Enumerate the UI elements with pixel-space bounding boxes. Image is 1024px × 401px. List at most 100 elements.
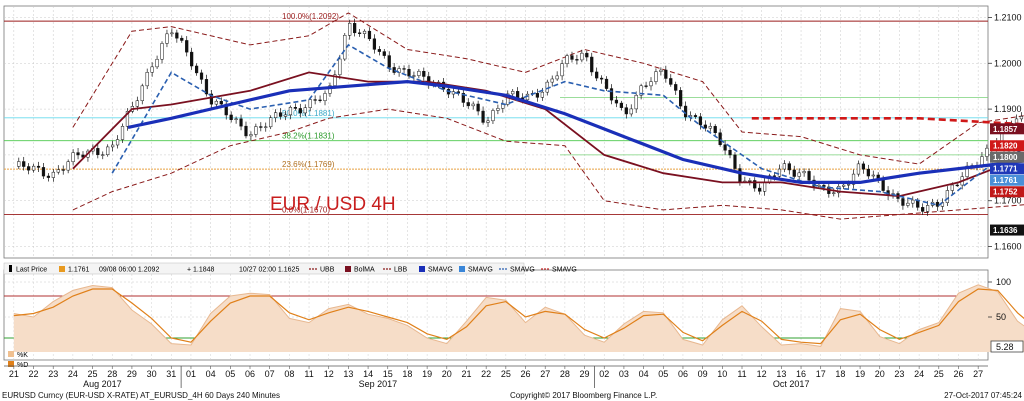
candle-body bbox=[466, 102, 470, 107]
candle-body bbox=[274, 112, 278, 118]
legend-label: Last Price bbox=[16, 267, 47, 274]
bollinger-upper-line bbox=[72, 12, 1024, 165]
legend-label: 09/08 06:00 1.2092 bbox=[99, 267, 159, 274]
candle-body bbox=[871, 174, 875, 177]
x-tick-label: 21 bbox=[9, 369, 19, 379]
price-badge-bg bbox=[990, 140, 1024, 152]
candle-body bbox=[723, 144, 727, 151]
footer: EURUSD Curncy (EUR-USD X-RATE) AT_EURUSD… bbox=[2, 391, 1023, 400]
candle-body bbox=[160, 43, 164, 60]
x-tick-label: 27 bbox=[973, 369, 983, 379]
candle-body bbox=[807, 171, 811, 181]
candle-body bbox=[718, 132, 722, 145]
candle-body bbox=[787, 163, 791, 171]
legend-label: 10/27 02:00 1.1625 bbox=[239, 267, 299, 274]
sma-blue-line bbox=[127, 79, 1024, 184]
candle-body bbox=[856, 163, 861, 175]
candle-body bbox=[861, 163, 866, 170]
x-tick-label: 11 bbox=[304, 369, 313, 379]
candle-body bbox=[145, 72, 149, 87]
y-tick-label: 1.1700 bbox=[994, 196, 1022, 206]
candle-body bbox=[254, 126, 258, 135]
candle-body bbox=[906, 202, 910, 206]
candle-body bbox=[639, 85, 643, 96]
candle-body bbox=[239, 118, 243, 127]
candle-body bbox=[664, 69, 668, 79]
candle-body bbox=[802, 171, 806, 174]
x-tick-label: 25 bbox=[88, 369, 98, 379]
candle-body bbox=[288, 107, 293, 116]
candle-body bbox=[950, 184, 954, 191]
candle-body bbox=[313, 99, 317, 101]
price-panel-frame bbox=[3, 5, 989, 259]
candle-body bbox=[782, 163, 786, 170]
candle-body bbox=[96, 148, 100, 156]
price-badge: 1.1857 bbox=[990, 123, 1024, 135]
candle-body bbox=[120, 126, 125, 140]
fib-label: 23.6%(1.1769) bbox=[282, 160, 335, 169]
candle-body bbox=[101, 154, 105, 156]
candle-body bbox=[619, 102, 623, 108]
candle-body bbox=[303, 107, 307, 114]
candle-body bbox=[654, 71, 658, 82]
candle-body bbox=[758, 187, 762, 192]
candle-body bbox=[600, 77, 604, 80]
sma-red-dashed-line bbox=[751, 117, 1024, 126]
candle-body bbox=[842, 184, 846, 187]
candle-body bbox=[634, 94, 638, 110]
x-tick-label: 03 bbox=[619, 369, 629, 379]
x-tick-label: 29 bbox=[127, 369, 137, 379]
candle-body bbox=[792, 169, 796, 177]
footer-right: 27-Oct-2017 07:45:24 bbox=[944, 391, 1022, 400]
x-tick-label: 30 bbox=[147, 369, 157, 379]
y-tick-label: 1.2100 bbox=[994, 12, 1022, 22]
candle-body bbox=[76, 152, 80, 156]
candle-body bbox=[155, 58, 159, 68]
candle-body bbox=[797, 172, 801, 177]
x-tick-label: 18 bbox=[835, 369, 845, 379]
legend-label: LBB bbox=[394, 267, 408, 274]
x-tick-label: 06 bbox=[245, 369, 255, 379]
x-tick-label: 26 bbox=[953, 369, 963, 379]
candle-body bbox=[31, 165, 36, 171]
legend-swatch bbox=[345, 266, 351, 272]
candle-body bbox=[733, 154, 737, 169]
osc-legend-label: %D bbox=[17, 362, 28, 369]
candle-body bbox=[229, 114, 233, 120]
candle-body bbox=[491, 110, 495, 122]
candle-body bbox=[51, 171, 55, 178]
candle-body bbox=[748, 180, 752, 182]
y-tick-label: 1.1900 bbox=[994, 104, 1022, 114]
axes: 1.21001.20001.19001.18001.17001.16001005… bbox=[4, 12, 1022, 389]
candle-body bbox=[851, 173, 856, 185]
candle-body bbox=[27, 166, 31, 171]
candle-body bbox=[407, 68, 411, 77]
candle-body bbox=[244, 125, 248, 137]
candle-body bbox=[476, 103, 480, 112]
candle-body bbox=[585, 52, 589, 58]
candle-body bbox=[165, 33, 169, 44]
price-badge: 1.1800 bbox=[990, 151, 1024, 163]
x-tick-label: 22 bbox=[481, 369, 491, 379]
candle-body bbox=[496, 108, 500, 111]
candle-body bbox=[56, 169, 60, 173]
candle-body bbox=[185, 40, 189, 53]
candle-body bbox=[846, 184, 851, 186]
legend-label: SMAVG bbox=[552, 267, 577, 274]
candle-body bbox=[338, 58, 342, 76]
x-tick-label: 12 bbox=[757, 369, 767, 379]
candle-body bbox=[708, 126, 712, 129]
candle-body bbox=[471, 103, 475, 107]
x-month-label: Sep 2017 bbox=[359, 379, 398, 389]
candle-body bbox=[772, 175, 777, 177]
candle-body bbox=[575, 59, 579, 61]
candle-body bbox=[264, 126, 268, 128]
candle-body bbox=[545, 81, 549, 93]
candle-body bbox=[353, 23, 357, 34]
candle-body bbox=[180, 37, 184, 41]
candle-body bbox=[308, 99, 312, 108]
x-tick-label: 26 bbox=[521, 369, 531, 379]
candle-body bbox=[511, 91, 515, 95]
legend-swatch bbox=[9, 265, 12, 272]
